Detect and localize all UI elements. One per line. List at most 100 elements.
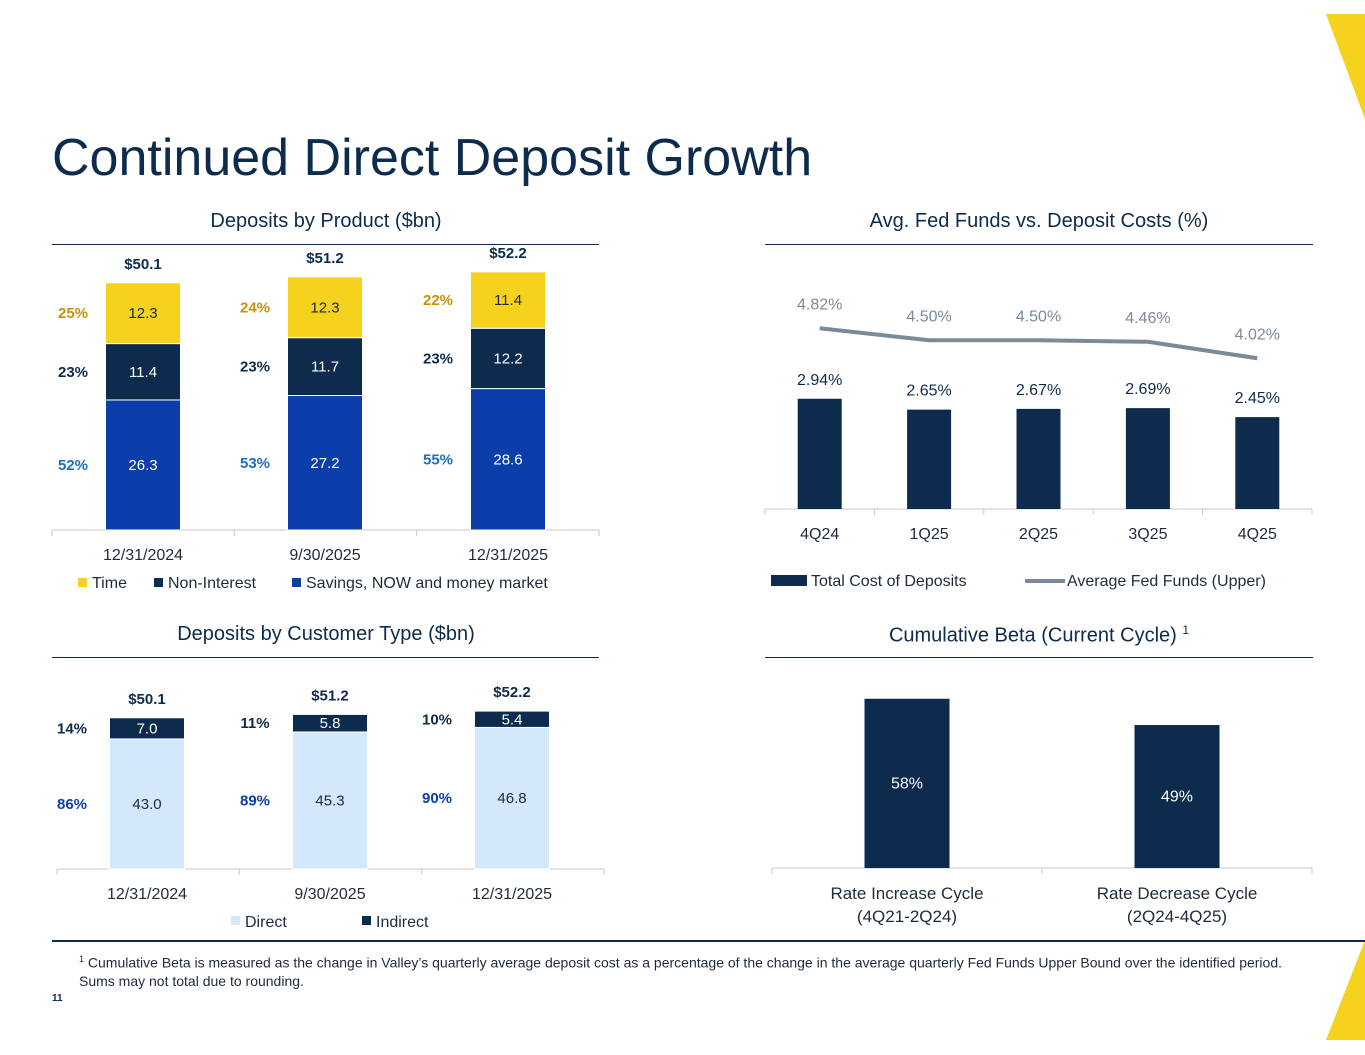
cost-of-deposits-bar (1235, 417, 1280, 509)
bar-percent-label: 25% (58, 305, 88, 322)
line-value-label: 4.46% (1125, 310, 1170, 327)
accent-shape (1326, 940, 1365, 1040)
bar-segment (105, 282, 181, 345)
bar-value-label: 46.8 (497, 790, 526, 807)
bar-total-label: $50.1 (124, 256, 162, 273)
bar-value-label: 11.7 (311, 359, 339, 376)
cost-of-deposits-bar (907, 409, 952, 509)
beta-bar (864, 698, 950, 868)
x-tick-label: 2Q25 (1019, 526, 1058, 543)
bar-total-label: $51.2 (311, 687, 349, 704)
x-tick-label: 1Q25 (910, 526, 949, 543)
bar-percent-label: 90% (422, 790, 452, 807)
legend-label: Total Cost of Deposits (811, 573, 967, 590)
legend-swatch (362, 916, 371, 925)
bar-segment (470, 388, 546, 531)
bar-percent-label: 55% (423, 451, 453, 468)
bar-segment (292, 713, 368, 733)
bar-percent-label: 23% (58, 364, 88, 381)
line-value-label: 4.50% (1016, 308, 1061, 325)
line-value-label: 4.50% (906, 308, 951, 325)
x-tick-label-sub: (2Q24-4Q25) (1127, 907, 1227, 926)
legend-label: Indirect (376, 914, 429, 931)
bar-segment (470, 271, 546, 329)
bar-segment (470, 327, 546, 390)
bar-value-label: 58% (891, 775, 923, 792)
page-number: 11 (52, 993, 63, 1004)
bar-percent-label: 53% (240, 455, 270, 472)
bar-value-label: 43.0 (132, 796, 161, 813)
fedfunds-chart-title: Avg. Fed Funds vs. Deposit Costs (%) (869, 210, 1209, 232)
bar-total-label: $51.2 (306, 250, 344, 267)
customer-chart-title: Deposits by Customer Type ($bn) (177, 623, 475, 645)
footnote-text: Cumulative Beta is measured as the chang… (79, 954, 1283, 989)
bar-value-label: 12.3 (310, 299, 339, 316)
x-tick-label: 4Q25 (1238, 526, 1277, 543)
bar-value-label: 2.69% (1125, 381, 1170, 398)
beta-chart-title: Cumulative Beta (Current Cycle) 1 (765, 623, 1313, 648)
bar-value-label: 5.4 (502, 711, 523, 728)
bar-total-label: $52.2 (493, 684, 531, 701)
fed-funds-line (819, 326, 1258, 361)
top-right-accent (1326, 14, 1365, 119)
product-chart-title: Deposits by Product ($bn) (210, 210, 442, 232)
fedfunds-chart-rule (765, 244, 1313, 245)
bar-value-label: 49% (1161, 789, 1193, 806)
cumulative-beta-chart: 58% Rate Increase Cycle (4Q21-2Q24) 49% Rate… (771, 698, 1313, 926)
legend-label: Savings, NOW and money market (306, 575, 548, 592)
bar-percent-label: 11% (240, 715, 269, 732)
bar-percent-label: 23% (240, 359, 270, 376)
bar-percent-label: 14% (57, 720, 87, 737)
bar-value-label: 11.4 (494, 292, 522, 309)
x-tick-label: 12/31/2025 (468, 547, 548, 564)
bar-percent-label: 24% (240, 299, 270, 316)
legend-label: Direct (245, 914, 287, 931)
cost-of-deposits-bar (797, 398, 842, 509)
bar-value-label: 26.3 (128, 457, 157, 474)
beta-chart-rule (765, 657, 1313, 658)
cost-of-deposits-bar (1016, 408, 1061, 509)
bar-value-label: 28.6 (493, 451, 522, 468)
line-value-label: 4.02% (1235, 326, 1280, 343)
x-tick-label: 12/31/2024 (103, 547, 183, 564)
cost-of-deposits-bar (1125, 408, 1170, 509)
bar-segment (474, 710, 550, 728)
fed-funds-vs-deposit-costs-chart: 2.94% 4Q24 2.65% 1Q25 2.67% 2Q25 2.69% 3Q25 2.45… (764, 296, 1313, 590)
x-tick-label-sub: (4Q21-2Q24) (857, 907, 957, 926)
accent-shape (1326, 14, 1365, 119)
bar-value-label: 12.3 (128, 305, 157, 322)
legend-label: Time (92, 575, 127, 592)
bar-segment (292, 731, 368, 870)
beta-bar (1134, 725, 1220, 868)
legend-swatch (231, 916, 240, 925)
bar-value-label: 7.0 (137, 720, 158, 737)
x-tick-label: Rate Increase Cycle (830, 884, 983, 903)
bar-value-label: 2.67% (1016, 382, 1061, 399)
bar-total-label: $52.2 (489, 245, 527, 262)
customer-chart-rule (52, 657, 599, 658)
legend-swatch-bar (771, 575, 807, 586)
bar-percent-label: 89% (240, 792, 270, 809)
bar-value-label: 12.2 (493, 350, 522, 367)
footer-rule (52, 940, 1365, 942)
bottom-right-accent (1326, 940, 1365, 1040)
bar-segment (109, 717, 185, 740)
bar-segment (287, 337, 363, 397)
bar-segment (287, 395, 363, 531)
page-title: Continued Direct Deposit Growth (52, 129, 813, 187)
beta-chart-title-text: Cumulative Beta (Current Cycle) (888, 624, 1177, 647)
line-value-label: 4.82% (797, 296, 842, 313)
bar-value-label: 27.2 (310, 455, 339, 472)
bar-percent-label: 22% (423, 292, 453, 309)
legend-swatch (154, 578, 163, 587)
legend-label: Average Fed Funds (Upper) (1067, 573, 1266, 590)
bar-percent-label: 86% (57, 796, 87, 813)
deposits-by-customer-type-chart: 43.0 86% 7.0 14% $50.1 12/31/2024 45.3 89% 5.8 11… (56, 684, 605, 931)
x-tick-label: 12/31/2024 (107, 886, 187, 903)
x-tick-label: 3Q25 (1128, 526, 1167, 543)
bar-percent-label: 23% (423, 350, 453, 367)
footnote-marker: 1 (79, 954, 85, 964)
legend-label: Non-Interest (168, 575, 257, 592)
deposits-by-product-chart: 26.3 52% 11.4 23% 12.3 25% $50.1 12/31/2024 27.2… (51, 245, 600, 592)
x-tick-label: 12/31/2025 (472, 886, 552, 903)
